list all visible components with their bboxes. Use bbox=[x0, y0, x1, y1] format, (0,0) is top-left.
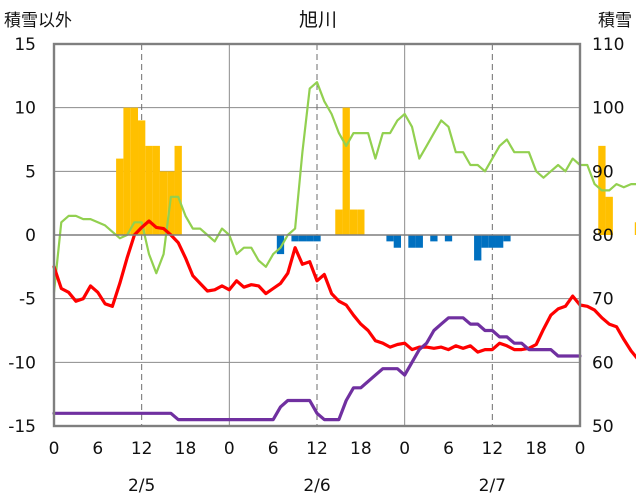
left-tick-label: -5 bbox=[19, 290, 36, 310]
date-label: 2/5 bbox=[128, 476, 155, 496]
x-tick-label: 0 bbox=[399, 439, 410, 459]
bar bbox=[503, 235, 511, 242]
bar bbox=[138, 120, 146, 235]
x-tick-label: 6 bbox=[443, 439, 454, 459]
x-tick-label: 12 bbox=[482, 439, 504, 459]
x-tick-label: 0 bbox=[224, 439, 235, 459]
bar bbox=[357, 209, 365, 235]
plot-frame bbox=[52, 42, 582, 428]
bar bbox=[335, 209, 343, 235]
bar bbox=[298, 235, 307, 242]
bar bbox=[474, 235, 482, 261]
bar bbox=[313, 235, 321, 242]
bar bbox=[174, 145, 182, 235]
x-tick-label: 0 bbox=[49, 439, 60, 459]
x-tick-label: 12 bbox=[306, 439, 328, 459]
left-axis-label: 積雪以外 bbox=[4, 11, 72, 31]
bar bbox=[393, 235, 402, 248]
right-tick-label: 60 bbox=[592, 353, 614, 373]
x-tick-label: 18 bbox=[525, 439, 547, 459]
bar bbox=[159, 171, 168, 235]
bar bbox=[123, 107, 131, 235]
left-tick-label: -10 bbox=[8, 353, 36, 373]
date-label: 2/6 bbox=[303, 476, 330, 496]
lines bbox=[52, 81, 636, 422]
bar bbox=[342, 107, 350, 235]
x-tick-label: 12 bbox=[131, 439, 153, 459]
bar bbox=[152, 145, 160, 235]
bar bbox=[349, 209, 358, 235]
bar bbox=[495, 235, 504, 248]
bar bbox=[145, 145, 153, 235]
left-tick-label: 15 bbox=[14, 35, 36, 55]
x-tick-label: 0 bbox=[575, 439, 586, 459]
right-tick-label: 70 bbox=[592, 290, 614, 310]
chart-title: 旭川 bbox=[299, 9, 337, 31]
bar bbox=[430, 235, 438, 242]
date-label: 2/7 bbox=[479, 476, 506, 496]
right-tick-label: 100 bbox=[592, 99, 624, 119]
bar bbox=[130, 107, 139, 235]
bar bbox=[605, 196, 613, 235]
x-tick-label: 6 bbox=[268, 439, 279, 459]
left-tick-label: 0 bbox=[25, 226, 36, 246]
left-tick-label: -15 bbox=[8, 417, 36, 437]
x-tick-label: 6 bbox=[92, 439, 103, 459]
right-tick-label: 80 bbox=[592, 226, 614, 246]
left-tick-label: 5 bbox=[25, 162, 36, 182]
series-line bbox=[52, 219, 636, 360]
left-tick-label: 10 bbox=[14, 99, 36, 119]
right-tick-label: 50 bbox=[592, 417, 614, 437]
axes bbox=[52, 42, 582, 428]
x-tick-label: 18 bbox=[175, 439, 197, 459]
bar bbox=[276, 235, 285, 255]
series-line bbox=[52, 316, 582, 422]
right-tick-label: 110 bbox=[592, 35, 624, 55]
right-axis-label: 積雪 bbox=[598, 11, 632, 31]
bar bbox=[408, 235, 416, 248]
bar bbox=[634, 222, 636, 235]
bar bbox=[116, 158, 124, 235]
series-line bbox=[52, 81, 636, 294]
bar bbox=[444, 235, 453, 242]
right-tick-label: 90 bbox=[592, 162, 614, 182]
bars bbox=[116, 107, 636, 261]
x-tick-label: 18 bbox=[350, 439, 372, 459]
bar bbox=[306, 235, 314, 242]
bar bbox=[386, 235, 394, 242]
bar bbox=[488, 235, 496, 248]
bar bbox=[481, 235, 489, 248]
bar bbox=[291, 235, 299, 242]
bar bbox=[415, 235, 423, 248]
